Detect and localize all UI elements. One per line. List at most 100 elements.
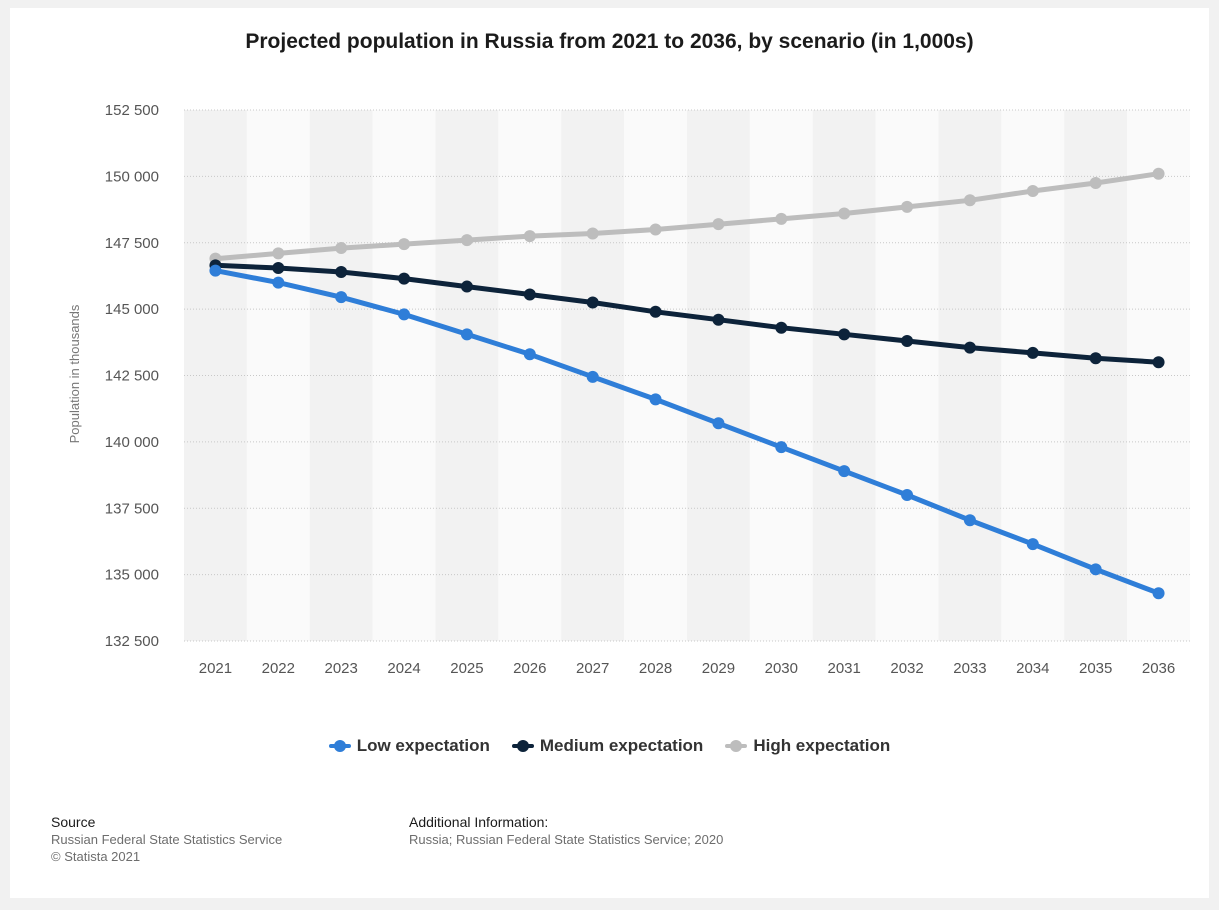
data-point[interactable] — [209, 264, 222, 277]
x-tick-label: 2027 — [576, 660, 609, 677]
y-tick-label: 132 500 — [105, 633, 159, 650]
column-band — [309, 110, 373, 641]
x-tick-label: 2034 — [1016, 660, 1049, 677]
data-point[interactable] — [1026, 538, 1039, 551]
x-tick-label: 2031 — [828, 660, 861, 677]
data-point[interactable] — [586, 227, 599, 240]
data-point[interactable] — [398, 272, 411, 285]
legend-label-medium: Medium expectation — [539, 736, 704, 755]
series-line — [212, 171, 1162, 262]
column-band — [1064, 110, 1128, 641]
legend-swatch-high — [725, 736, 748, 756]
y-tick-label: 152 500 — [105, 102, 159, 119]
data-point[interactable] — [460, 280, 473, 293]
data-point[interactable] — [523, 348, 536, 361]
data-point[interactable] — [775, 212, 788, 225]
data-point[interactable] — [775, 321, 788, 334]
data-point[interactable] — [963, 194, 976, 207]
data-point[interactable] — [901, 334, 914, 347]
series-line — [212, 268, 1162, 596]
legend-label-high: High expectation — [753, 736, 891, 755]
data-point[interactable] — [649, 305, 662, 318]
y-tick-label: 150 000 — [105, 168, 159, 185]
x-tick-label: 2024 — [387, 660, 420, 677]
data-point[interactable] — [712, 218, 725, 231]
y-tick-label: 137 500 — [105, 500, 159, 517]
y-tick-label: 142 500 — [105, 368, 159, 385]
x-tick-label: 2035 — [1079, 660, 1112, 677]
data-point[interactable] — [398, 308, 411, 321]
additional-info-heading: Additional Information: — [409, 814, 549, 830]
source-text[interactable]: Russian Federal State Statistics Service — [51, 832, 283, 847]
additional-info-block: Additional Information: Russia; Russian … — [409, 814, 723, 848]
source-block: Source Russian Federal State Statistics … — [51, 814, 282, 865]
data-point[interactable] — [398, 238, 411, 251]
data-point[interactable] — [901, 488, 914, 501]
y-axis-tick-labels: 132 500 135 000 137 500 140 000 142 500 145 0… — [105, 102, 159, 650]
y-axis-label: Population in thousands — [67, 304, 82, 443]
data-point[interactable] — [272, 247, 285, 260]
data-point[interactable] — [838, 465, 851, 478]
copyright-text: © Statista 2021 — [51, 849, 141, 864]
data-point[interactable] — [1152, 167, 1165, 180]
source-heading: Source — [51, 814, 96, 830]
data-point[interactable] — [460, 234, 473, 247]
series-points — [209, 167, 1165, 600]
data-point[interactable] — [460, 328, 473, 341]
data-point[interactable] — [1026, 184, 1039, 197]
series-lines — [212, 171, 1162, 596]
series-line — [212, 262, 1162, 365]
column-band — [1127, 110, 1190, 641]
data-point[interactable] — [775, 441, 788, 454]
column-band — [372, 110, 436, 641]
data-point[interactable] — [523, 230, 536, 243]
data-point[interactable] — [586, 370, 599, 383]
legend-item-high[interactable]: High expectation — [725, 736, 890, 756]
data-point[interactable] — [272, 261, 285, 274]
data-point[interactable] — [1026, 346, 1039, 359]
data-point[interactable] — [586, 296, 599, 309]
legend-swatch-medium — [511, 736, 534, 756]
data-point[interactable] — [335, 265, 348, 278]
data-point[interactable] — [335, 242, 348, 255]
legend-item-medium[interactable]: Medium expectation — [511, 736, 704, 756]
data-point[interactable] — [963, 514, 976, 527]
chart-title: Projected population in Russia from 2021… — [245, 30, 974, 53]
y-tick-label: 135 000 — [105, 567, 159, 584]
x-tick-label: 2026 — [513, 660, 546, 677]
y-tick-label: 147 500 — [105, 235, 159, 252]
y-tick-label: 140 000 — [105, 434, 159, 451]
column-band — [184, 110, 247, 641]
data-point[interactable] — [649, 393, 662, 406]
data-point[interactable] — [1089, 177, 1102, 190]
x-tick-label: 2023 — [325, 660, 358, 677]
legend-swatch-low — [328, 736, 351, 756]
legend-item-low[interactable]: Low expectation — [328, 736, 490, 756]
x-tick-label: 2036 — [1142, 660, 1175, 677]
x-tick-label: 2022 — [262, 660, 295, 677]
additional-info-text: Russia; Russian Federal State Statistics… — [409, 832, 724, 847]
data-point[interactable] — [335, 291, 348, 304]
data-point[interactable] — [712, 417, 725, 430]
data-point[interactable] — [901, 200, 914, 213]
x-tick-label: 2029 — [702, 660, 735, 677]
data-point[interactable] — [523, 288, 536, 301]
x-tick-label: 2025 — [450, 660, 483, 677]
legend: Low expectation Medium expectation High … — [0, 736, 1219, 756]
data-point[interactable] — [1089, 352, 1102, 365]
data-point[interactable] — [649, 223, 662, 236]
x-tick-label: 2030 — [765, 660, 798, 677]
data-point[interactable] — [838, 328, 851, 341]
column-band — [246, 110, 310, 641]
legend-label-low: Low expectation — [356, 736, 490, 755]
data-point[interactable] — [272, 276, 285, 289]
data-point[interactable] — [712, 313, 725, 326]
data-point[interactable] — [963, 341, 976, 354]
data-point[interactable] — [1089, 563, 1102, 576]
x-tick-label: 2021 — [199, 660, 232, 677]
data-point[interactable] — [1152, 587, 1165, 600]
x-tick-label: 2033 — [953, 660, 986, 677]
data-point[interactable] — [838, 207, 851, 220]
data-point[interactable] — [1152, 356, 1165, 369]
